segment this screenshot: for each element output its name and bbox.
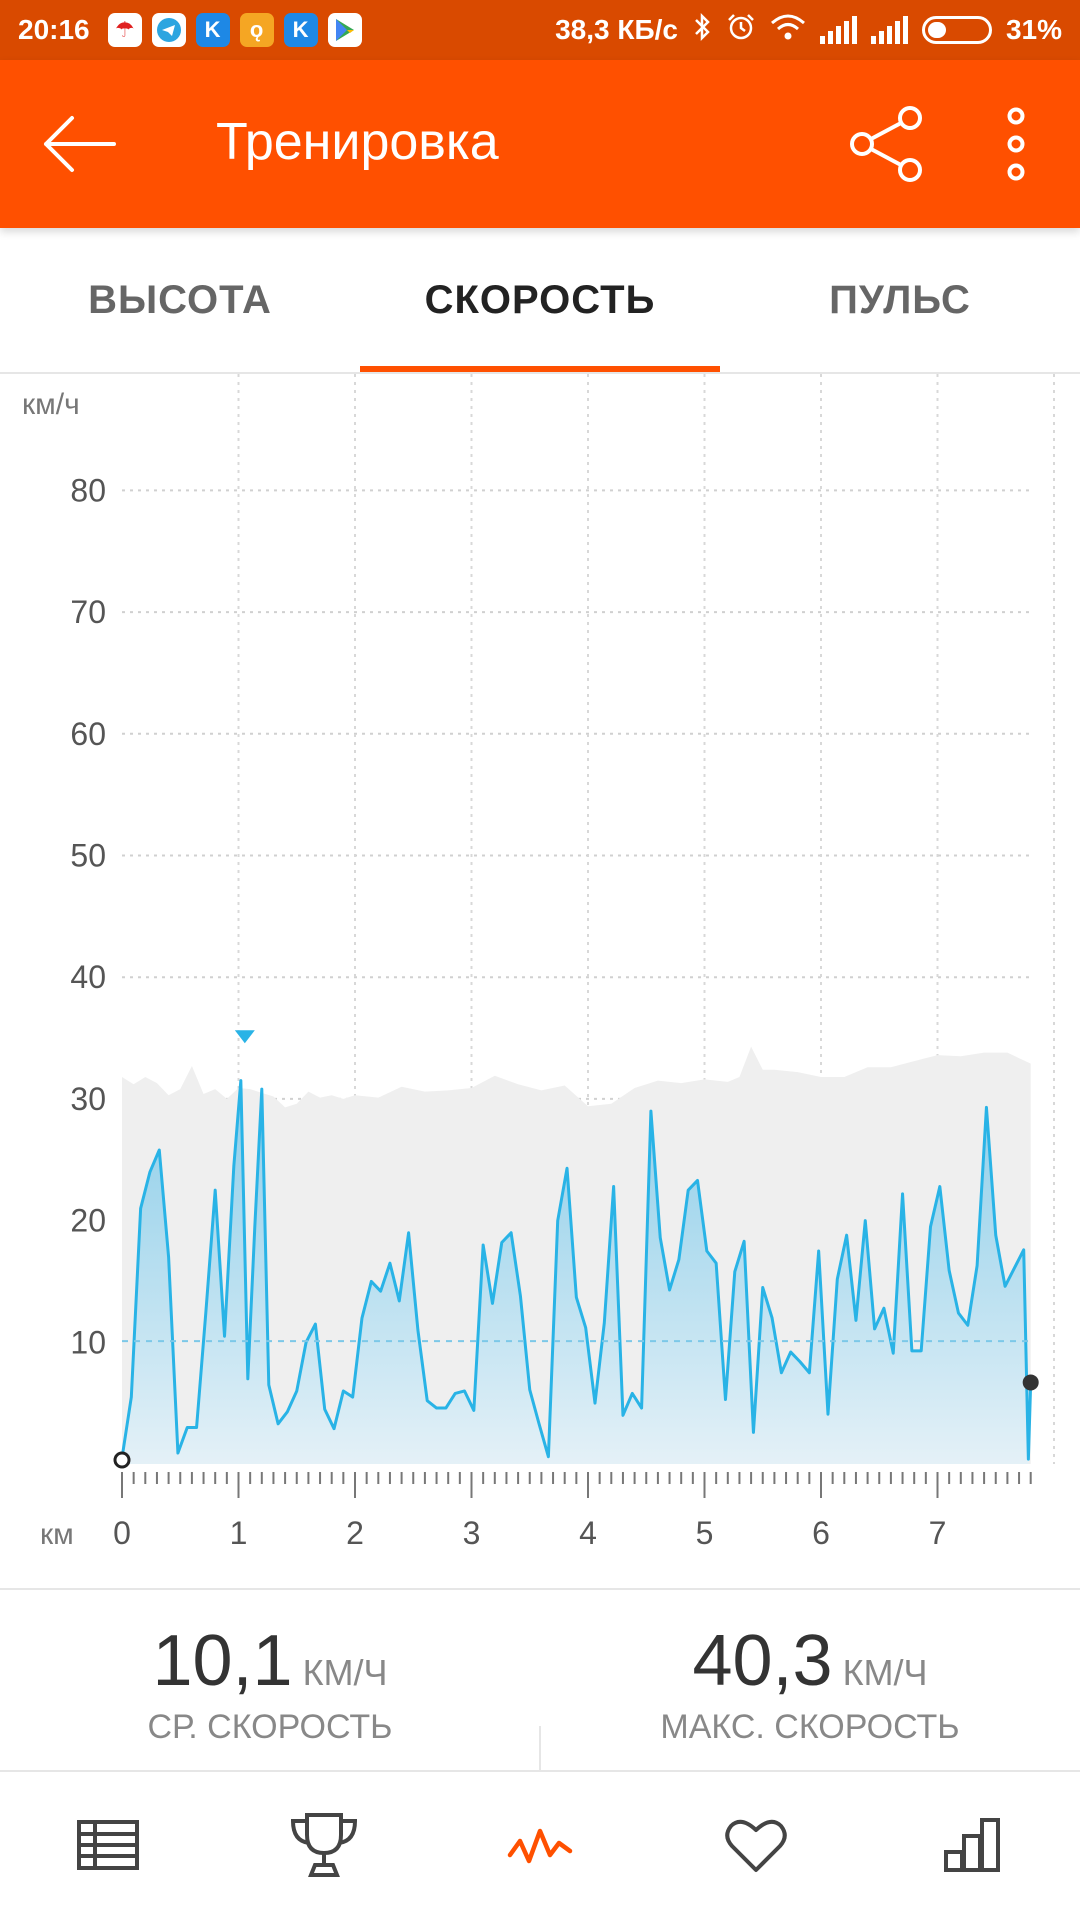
- battery-percent: 31%: [1005, 14, 1062, 45]
- arrow-back-icon: [44, 116, 116, 172]
- avg-speed-stat: 10,1 КМ/Ч СР. СКОРОСТЬ: [0, 1590, 540, 1770]
- trophy-icon: [290, 1813, 358, 1877]
- bar-chart-icon: [944, 1818, 1000, 1872]
- network-speed: 38,3 КБ/с: [555, 14, 678, 45]
- y-tick-label: 40: [70, 959, 106, 995]
- y-tick-label: 60: [70, 716, 106, 752]
- tab-altitude[interactable]: ВЫСОТА: [88, 277, 272, 322]
- x-tick-label: 3: [463, 1515, 481, 1551]
- ok-icon: ǫ: [239, 13, 274, 47]
- avg-speed-label: СР. СКОРОСТЬ: [147, 1708, 393, 1746]
- y-tick-label: 70: [70, 594, 106, 630]
- speed-chart-svg: 80 70 60 50 40 30 20 10 0 1 2 3 4 5 6 7 км/ч км: [22, 374, 1055, 1551]
- k-icon: K: [283, 13, 318, 47]
- nav-health[interactable]: [648, 1770, 864, 1920]
- play-store-icon: [327, 13, 362, 47]
- start-marker: [113, 1451, 131, 1469]
- more-vert-icon: [1007, 107, 1025, 181]
- alarm-icon: [726, 12, 756, 49]
- avg-speed-unit: КМ/Ч: [302, 1652, 388, 1693]
- signal-icon: [870, 16, 908, 44]
- wifi-icon: [770, 13, 806, 48]
- y-tick-label: 50: [70, 838, 106, 874]
- activity-chart-icon: [507, 1828, 573, 1864]
- max-speed-unit: КМ/Ч: [842, 1652, 928, 1693]
- battery-icon: [921, 16, 992, 44]
- avg-speed-value: 10,1: [152, 1621, 293, 1701]
- max-speed-marker: [234, 1030, 255, 1044]
- x-tick-label: 4: [579, 1515, 597, 1551]
- list-icon: [77, 1820, 139, 1870]
- k-icon: K: [195, 13, 230, 47]
- back-button[interactable]: [40, 108, 120, 180]
- signal-icon: [819, 16, 857, 44]
- tab-speed[interactable]: СКОРОСТЬ: [360, 228, 720, 372]
- tab-bar: ВЫСОТА СКОРОСТЬ ПУЛЬС: [0, 228, 1080, 374]
- heart-icon: [725, 1819, 787, 1872]
- stats-divider: [539, 1726, 541, 1770]
- speed-line: [120, 1079, 1033, 1461]
- x-axis-unit: км: [40, 1518, 74, 1551]
- max-speed-stat: 40,3 КМ/Ч МАКС. СКОРОСТЬ: [540, 1590, 1080, 1770]
- y-axis-unit: км/ч: [22, 388, 80, 421]
- stats-panel: 10,1 КМ/Ч СР. СКОРОСТЬ 40,3 КМ/Ч МАКС. С…: [0, 1588, 1080, 1772]
- max-speed-label: МАКС. СКОРОСТЬ: [660, 1708, 960, 1746]
- telegram-icon: [151, 13, 186, 47]
- share-button[interactable]: [848, 104, 928, 184]
- notification-icons: ☂ K ǫ K: [107, 13, 362, 47]
- bottom-navigation: [0, 1770, 1080, 1920]
- max-speed-value: 40,3: [692, 1621, 833, 1701]
- app-bar: Тренировка: [0, 60, 1080, 228]
- umbrella-icon: ☂: [107, 13, 142, 47]
- nav-list[interactable]: [0, 1770, 216, 1920]
- status-bar: 20:16 ☂ K ǫ K 38,3 КБ/с 31%: [0, 0, 1080, 60]
- tab-heart-rate[interactable]: ПУЛЬС: [829, 277, 971, 322]
- bluetooth-icon: [692, 12, 712, 49]
- x-tick-label: 2: [346, 1515, 364, 1551]
- share-icon: [850, 106, 922, 182]
- end-marker: [1022, 1374, 1039, 1391]
- y-tick-label: 20: [70, 1203, 106, 1239]
- y-tick-label: 80: [70, 472, 106, 508]
- status-time: 20:16: [18, 14, 90, 45]
- speed-range-band: [122, 1046, 1031, 1464]
- page-title: Тренировка: [216, 113, 499, 171]
- speed-area-fill: [122, 1080, 1029, 1464]
- x-tick-label: 1: [230, 1515, 248, 1551]
- nav-achievements[interactable]: [216, 1770, 432, 1920]
- x-tick-label: 7: [929, 1515, 947, 1551]
- y-tick-label: 30: [70, 1081, 106, 1117]
- x-tick-label: 5: [696, 1515, 714, 1551]
- nav-activity[interactable]: [432, 1770, 648, 1920]
- speed-chart[interactable]: 80 70 60 50 40 30 20 10 0 1 2 3 4 5 6 7 км/ч км: [0, 374, 1080, 1588]
- x-tick-label: 0: [113, 1515, 131, 1551]
- y-tick-label: 10: [70, 1324, 106, 1360]
- nav-statistics[interactable]: [864, 1770, 1080, 1920]
- x-tick-label: 6: [812, 1515, 830, 1551]
- more-options-button[interactable]: [994, 104, 1038, 184]
